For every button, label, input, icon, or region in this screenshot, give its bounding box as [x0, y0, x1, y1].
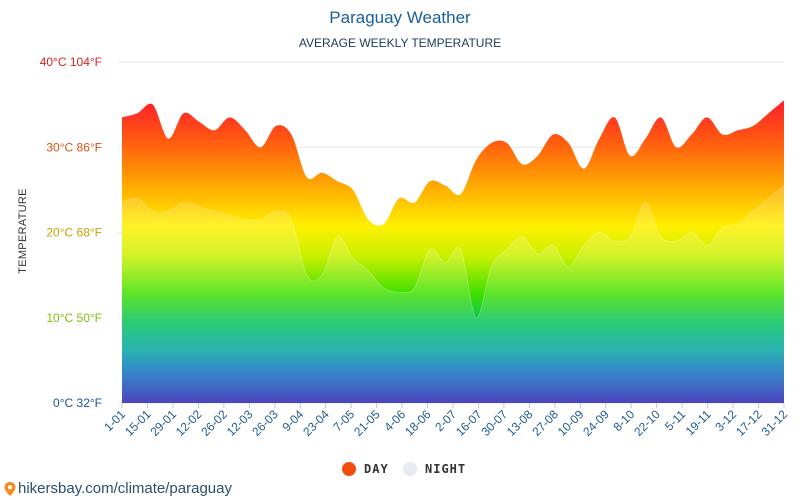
- x-tick-label: 22-10: [631, 407, 663, 439]
- x-tick-label: 30-07: [478, 407, 510, 439]
- series-night-line: [121, 185, 785, 319]
- map-pin-icon: [4, 481, 16, 496]
- legend-item-night[interactable]: NIGHT: [403, 462, 466, 476]
- legend: DAY NIGHT: [0, 462, 800, 480]
- y-tick-label: 30°C 86°F: [46, 140, 102, 154]
- series-day-area: [122, 100, 784, 404]
- x-tick-label: 24-09: [580, 407, 612, 439]
- legend-item-day[interactable]: DAY: [342, 462, 389, 476]
- legend-day-label: DAY: [364, 462, 389, 476]
- y-tick-label: 10°C 50°F: [46, 311, 102, 325]
- x-tick-label: 19-11: [683, 407, 714, 438]
- source-link[interactable]: hikersbay.com/climate/paraguay: [4, 480, 232, 497]
- x-tick-label: 10-09: [555, 407, 587, 439]
- legend-night-label: NIGHT: [425, 462, 467, 476]
- source-text: hikersbay.com/climate/paraguay: [18, 480, 232, 497]
- x-tick-label: 26-03: [249, 407, 281, 439]
- x-tick-label: 12-02: [173, 407, 205, 439]
- x-tick-label: 21-05: [351, 407, 383, 439]
- x-tick-labels: 1-0115-0129-0112-0226-0212-0326-039-0423…: [101, 407, 790, 439]
- legend-day-swatch: [342, 462, 356, 476]
- y-tick-label: 0°C 32°F: [53, 396, 102, 410]
- x-tick-label: 13-08: [504, 407, 536, 439]
- legend-night-swatch: [403, 462, 417, 476]
- area-layer: [121, 100, 785, 404]
- x-tick-label: 18-06: [402, 407, 434, 439]
- x-tick-label: 29-01: [147, 407, 179, 439]
- x-tick-label: 23-04: [300, 407, 332, 439]
- x-tick-label: 15-01: [122, 407, 154, 439]
- x-tick-label: 17-12: [733, 407, 765, 439]
- chart-title: Paraguay Weather: [329, 8, 471, 27]
- x-tick-label: 26-02: [198, 407, 230, 439]
- x-tick-label: 16-07: [453, 407, 485, 439]
- y-tick-labels: 40°C 104°F 30°C 86°F 20°C 68°F 10°C 50°F 0°C…: [40, 55, 102, 410]
- y-tick-label: 40°C 104°F: [40, 55, 102, 69]
- x-tick-label: 31-12: [759, 407, 791, 439]
- x-tick-label: 27-08: [529, 407, 561, 439]
- chart-subtitle: AVERAGE WEEKLY TEMPERATURE: [298, 36, 502, 50]
- y-tick-label: 20°C 68°F: [46, 226, 102, 240]
- series-night-area: [122, 185, 784, 403]
- x-tick-label: 12-03: [224, 407, 256, 439]
